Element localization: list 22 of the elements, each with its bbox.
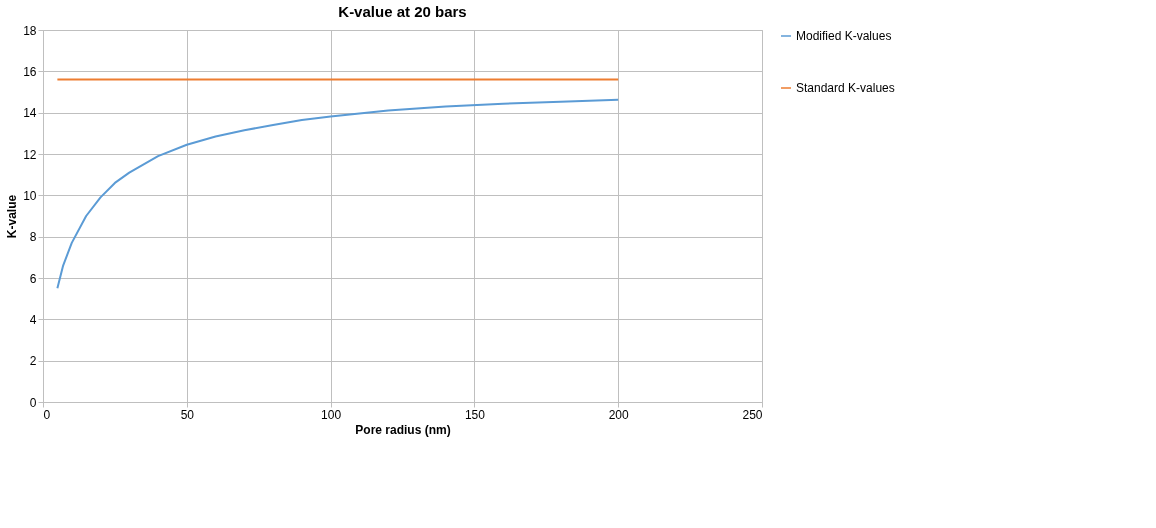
y-tick-label: 18 [23, 23, 37, 38]
y-tick-label: 6 [29, 271, 37, 286]
x-tick-label: 0 [43, 407, 51, 422]
y-tick-label: 4 [29, 312, 37, 327]
x-tick-label: 150 [464, 407, 486, 422]
x-axis-title: Pore radius (nm) [355, 422, 451, 437]
x-tick-label: 250 [742, 407, 763, 422]
legend-label: Standard K-values [796, 81, 895, 95]
y-tick-label: 8 [29, 230, 37, 245]
legend-label: Modified K-values [796, 29, 892, 43]
y-tick-label: 2 [29, 354, 37, 369]
y-tick-label: 12 [23, 147, 37, 162]
y-tick-label: 14 [23, 106, 37, 121]
y-tick-label: 16 [23, 64, 37, 79]
y-tick-label: 0 [29, 395, 37, 410]
y-axis-title: K-value [5, 194, 20, 239]
x-tick-label: 200 [608, 407, 630, 422]
line-series [56, 98, 620, 290]
chart-title: K-value at 20 bars [338, 3, 467, 20]
y-tick-label: 10 [23, 188, 37, 203]
x-tick-label: 100 [321, 407, 342, 422]
x-tick-label: 50 [180, 407, 195, 422]
